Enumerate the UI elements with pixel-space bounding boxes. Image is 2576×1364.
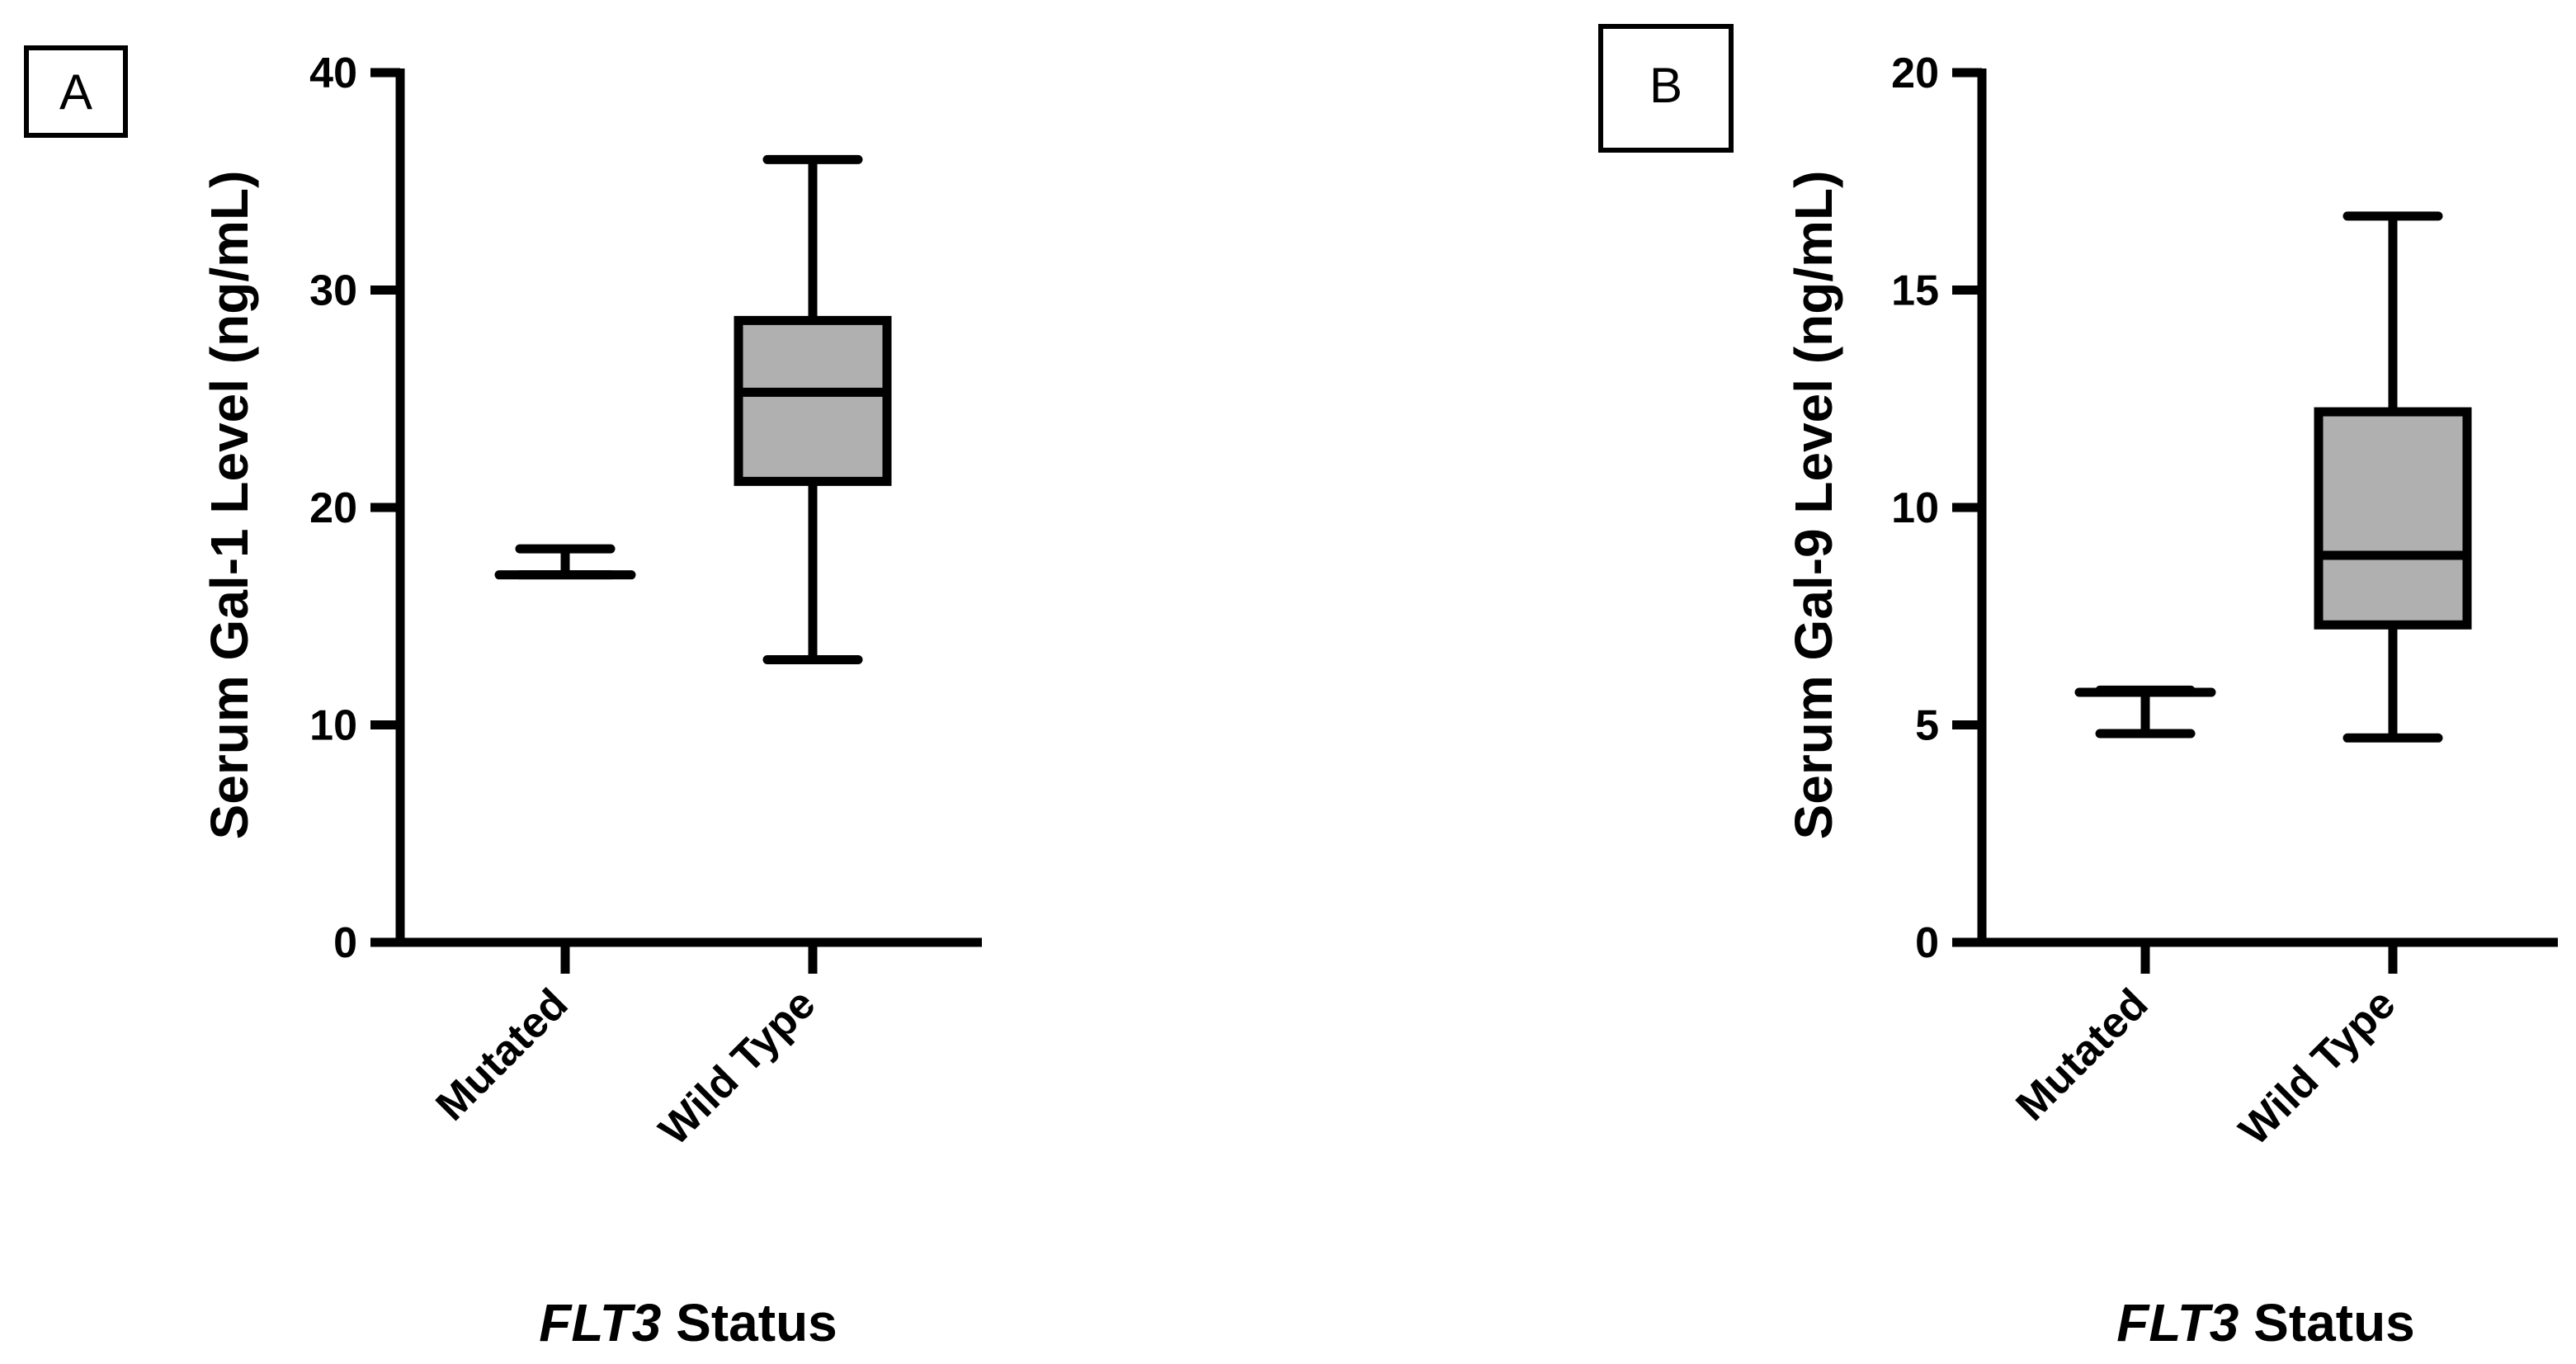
box-plot-mutated (494, 544, 636, 580)
y-axis-title: Serum Gal-9 Level (ng/mL) (1784, 171, 1843, 840)
y-tick-label: 0 (333, 919, 357, 967)
x-tick-label: Wild Type (2230, 979, 2405, 1154)
x-axis-title-rest: Status (661, 1293, 837, 1352)
x-axis-title-rest: Status (2239, 1293, 2414, 1352)
x-tick-label: Wild Type (650, 979, 825, 1154)
panel-label-box (24, 45, 128, 138)
box-iqr (2314, 407, 2472, 630)
panel-label: A (59, 64, 92, 120)
x-tick-label: Mutated (2007, 979, 2158, 1130)
y-tick-label: 0 (1915, 919, 1939, 967)
plot-area: 0 10 20 30 40 Mutated Wild Type (309, 50, 982, 1154)
panel-a: A Serum Gal-1 Level (ng/mL) FLT3 Status … (24, 45, 982, 1352)
y-tick-label: 5 (1915, 702, 1939, 750)
plot-area: 0 5 10 15 20 Mutated Wild Type (1891, 50, 2558, 1154)
y-tick-label: 20 (309, 484, 357, 532)
x-axis-title: FLT3 Status (539, 1293, 837, 1352)
x-axis-title-italic: FLT3 (2116, 1293, 2239, 1352)
box-plot-wild-type (734, 154, 892, 664)
panel-b: B Serum Gal-9 Level (ng/mL) FLT3 Status … (1598, 24, 2558, 1352)
y-tick-label: 40 (309, 50, 357, 97)
panel-label-box (1598, 24, 1734, 153)
x-axis-title-italic: FLT3 (539, 1293, 661, 1352)
box-plot-wild-type (2314, 211, 2472, 743)
x-tick-label: Mutated (427, 979, 578, 1130)
panel-label: B (1649, 58, 1682, 113)
y-tick-label: 30 (309, 267, 357, 315)
y-axis-title: Serum Gal-1 Level (ng/mL) (200, 171, 259, 840)
box-plot-mutated (2074, 685, 2216, 739)
box-iqr (734, 315, 892, 486)
x-axis-title: FLT3 Status (2116, 1293, 2415, 1352)
y-tick-label: 10 (309, 702, 357, 750)
y-tick-label: 10 (1891, 484, 1939, 532)
y-tick-label: 20 (1891, 50, 1939, 97)
y-tick-label: 15 (1891, 267, 1939, 315)
